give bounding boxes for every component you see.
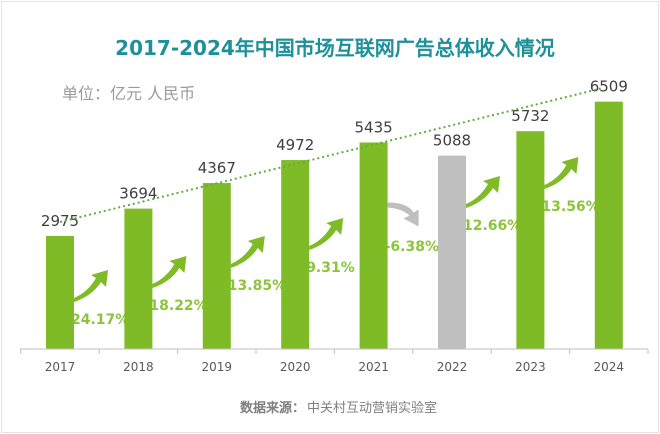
value-label: 5435 — [355, 118, 393, 136]
source-value: 中关村互动营销实验室 — [307, 400, 437, 416]
value-label: 2975 — [41, 212, 79, 230]
growth-up-arrow-icon — [544, 157, 579, 189]
category-label: 2017 — [45, 360, 76, 374]
bar-2019 — [202, 183, 231, 349]
growth-up-arrow-icon — [74, 270, 108, 302]
category-label: 2021 — [358, 360, 389, 374]
category-label: 2019 — [202, 360, 233, 374]
bar-2017 — [46, 235, 74, 349]
value-label: 5732 — [511, 107, 549, 125]
growth-down-arrow-icon — [387, 202, 419, 227]
growth-label: 24.17% — [71, 312, 129, 328]
growth-label: 18.22% — [149, 298, 207, 314]
growth-up-arrow-icon — [230, 236, 265, 268]
growth-label: -6.38% — [385, 239, 439, 255]
chart-title: 2017-2024年中国市场互联网广告总体收入情况 — [115, 36, 555, 60]
growth-up-arrow-icon — [309, 218, 344, 250]
growth-label: 13.56% — [541, 199, 599, 215]
value-label: 3694 — [119, 185, 157, 203]
growth-up-arrow-icon — [466, 176, 500, 208]
category-label: 2018 — [123, 360, 154, 374]
category-label: 2022 — [437, 360, 468, 374]
bar-2021 — [359, 142, 388, 349]
bar-2024 — [594, 101, 623, 350]
source-label: 数据来源： — [240, 400, 305, 416]
category-label: 2020 — [280, 360, 311, 374]
unit-label: 单位：亿元 人民币 — [62, 84, 195, 103]
bar-2023 — [516, 131, 545, 349]
bar-2022 — [438, 155, 466, 349]
value-label: 6509 — [590, 78, 628, 96]
trend-line — [59, 87, 604, 223]
value-label: 4972 — [276, 136, 314, 154]
category-label: 2023 — [515, 360, 546, 374]
growth-up-arrow-icon — [152, 256, 187, 288]
value-label: 5088 — [433, 132, 471, 150]
growth-label: 12.66% — [463, 218, 521, 234]
value-label: 4367 — [198, 159, 236, 177]
growth-label: 9.31% — [306, 260, 355, 276]
bar-2020 — [281, 160, 310, 349]
bar-2018 — [124, 208, 153, 349]
growth-label: 13.85% — [228, 278, 286, 294]
category-label: 2024 — [594, 360, 625, 374]
